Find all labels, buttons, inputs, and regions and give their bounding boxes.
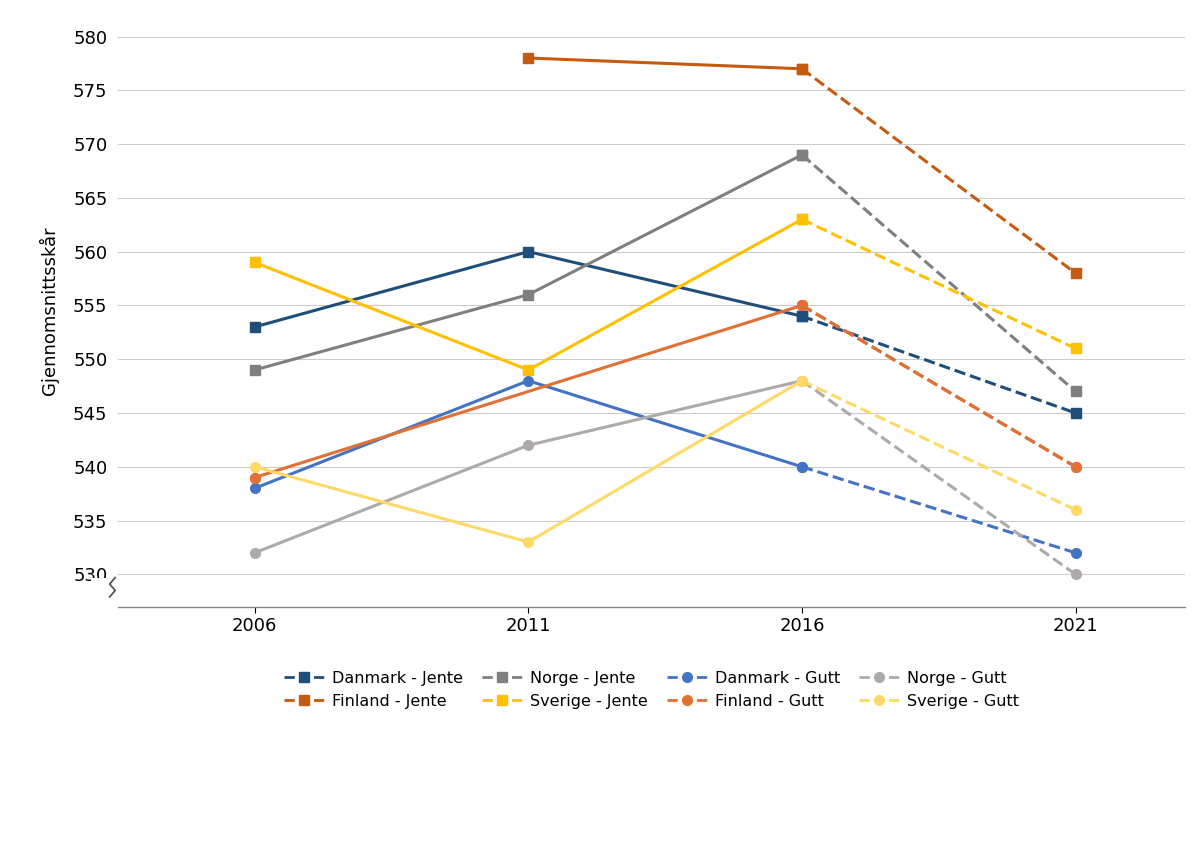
Legend: Danmark - Jente, Finland - Jente, Norge - Jente, Sverige - Jente, Danmark - Gutt: Danmark - Jente, Finland - Jente, Norge … (276, 663, 1027, 717)
Y-axis label: Gjennomsnittsskår: Gjennomsnittsskår (38, 226, 59, 395)
FancyBboxPatch shape (90, 578, 118, 597)
